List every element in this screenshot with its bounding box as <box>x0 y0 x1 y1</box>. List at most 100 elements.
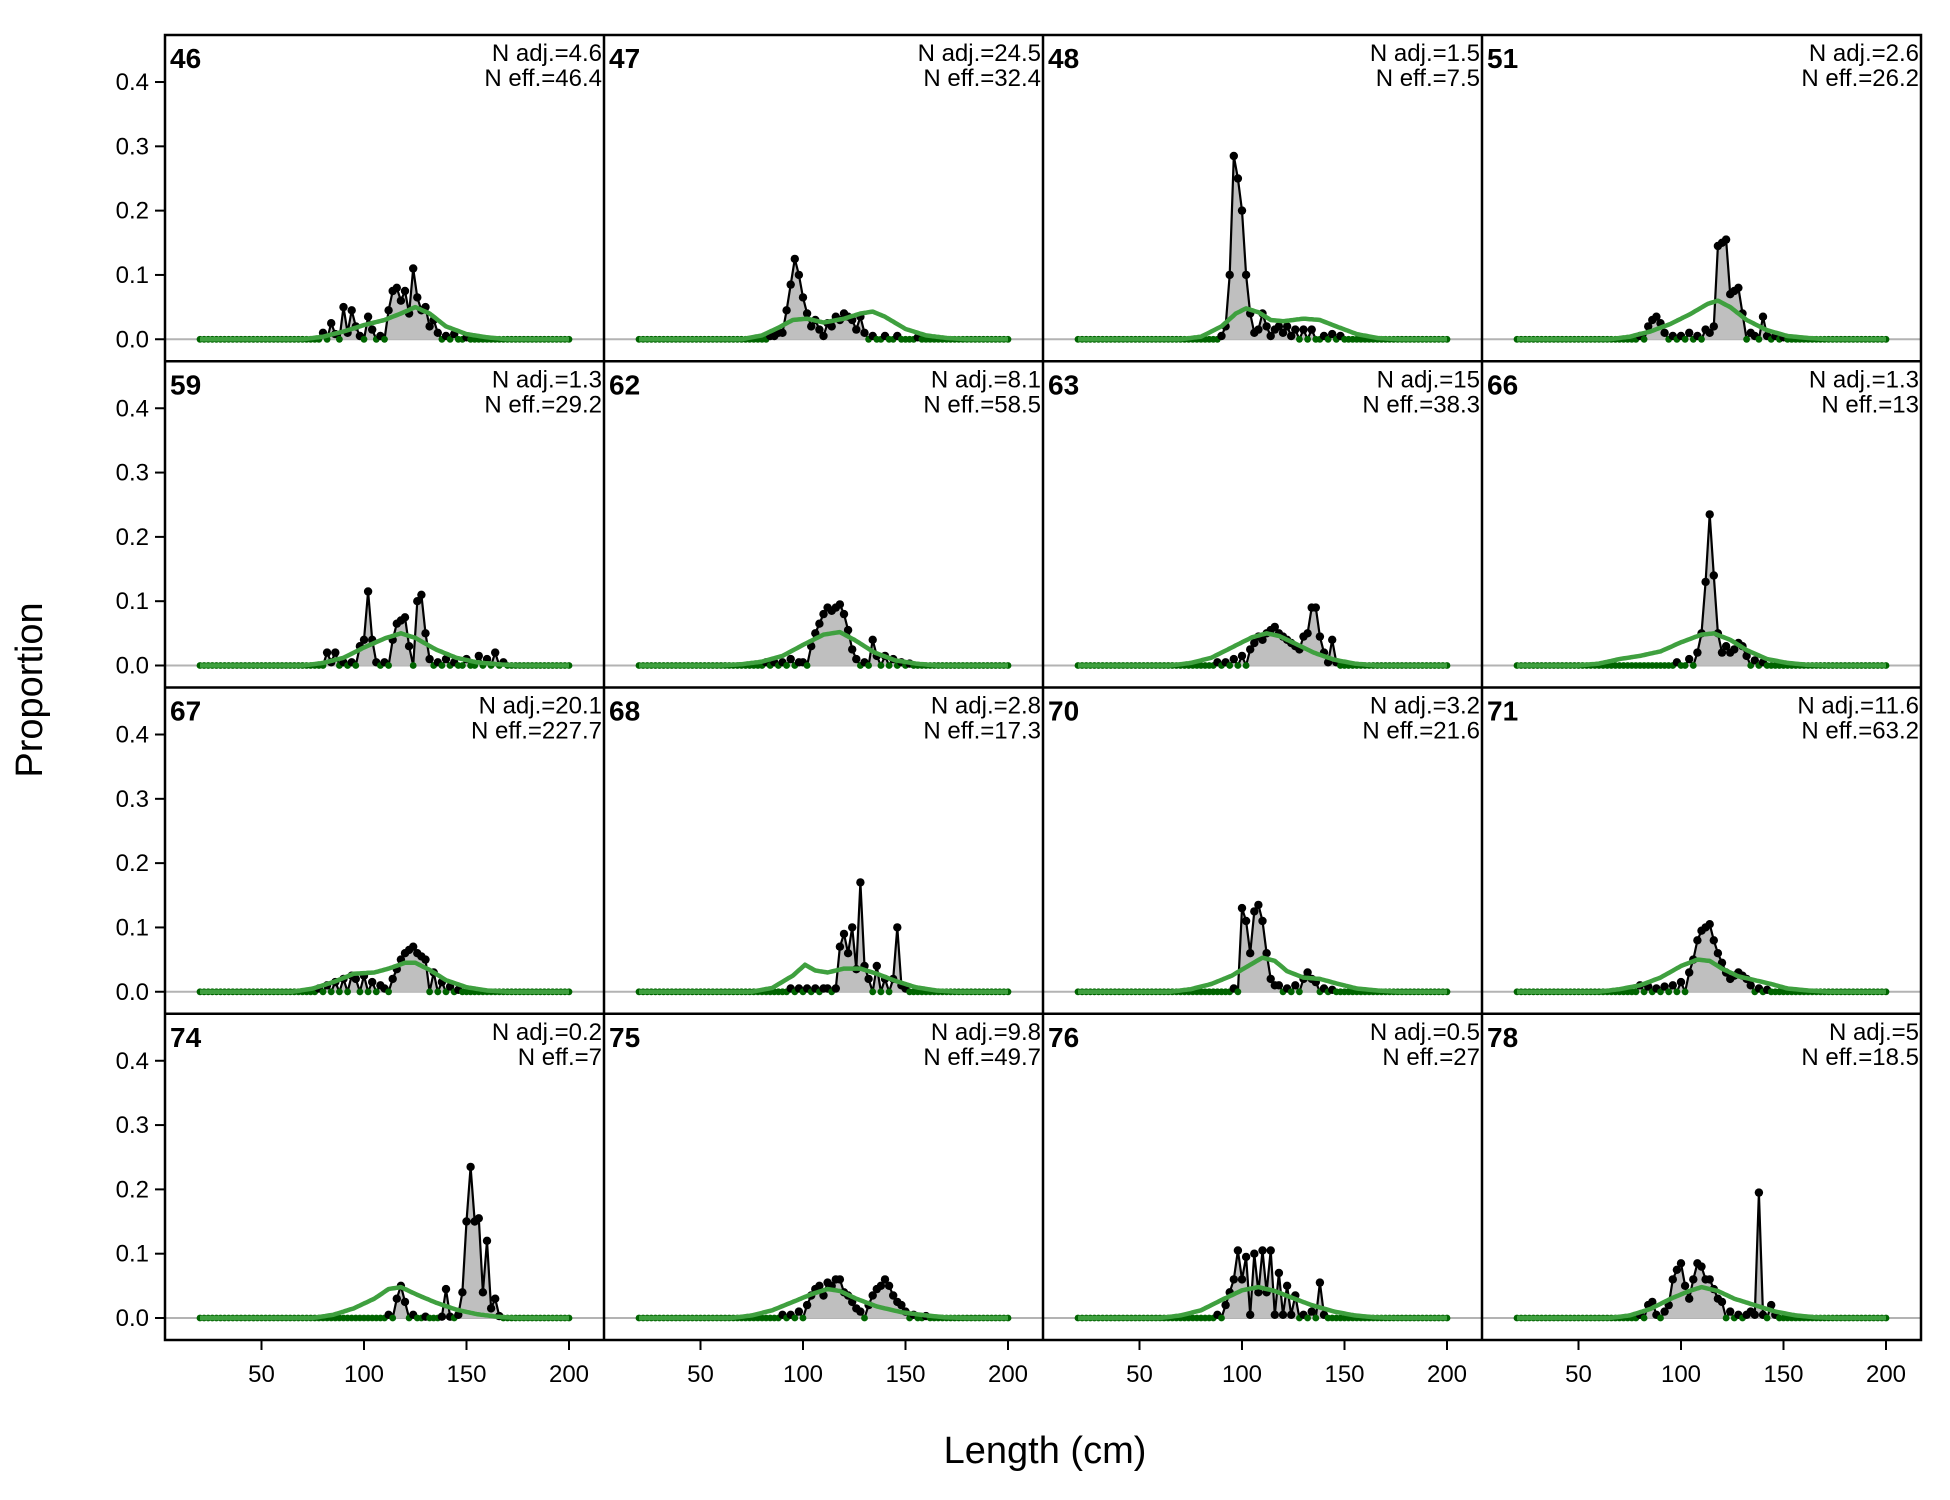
zero-point <box>438 662 446 669</box>
observed-point <box>1734 283 1743 292</box>
panel-label: 71 <box>1487 696 1518 727</box>
panel-46: 46 N adj.=4.6N eff.=46.4 <box>165 40 604 343</box>
panel-78: 78 N adj.=5N eff.=18.5 <box>1482 1019 1921 1322</box>
observed-area <box>639 258 1008 340</box>
observed-point <box>1746 981 1755 990</box>
expected-line <box>1077 955 1448 995</box>
n-eff-label: N eff.=32.4 <box>923 65 1041 92</box>
observed-point <box>491 648 500 657</box>
panel-label: 70 <box>1048 696 1079 727</box>
zero-point <box>1234 662 1242 669</box>
expected-line <box>638 962 1009 995</box>
expected-line <box>1077 1284 1448 1321</box>
observed-point <box>1282 1281 1292 1291</box>
expected-line <box>1516 298 1887 342</box>
zero-point <box>1632 988 1640 996</box>
observed-point <box>1282 322 1292 331</box>
observed-point <box>1726 1307 1735 1316</box>
observed-point <box>1644 322 1653 331</box>
observed-point <box>351 974 360 984</box>
n-adj-label: N adj.=8.1 <box>931 366 1041 393</box>
zero-point <box>1689 662 1697 669</box>
zero-point <box>364 988 372 996</box>
observed-point <box>1742 651 1751 661</box>
observed-point <box>839 609 849 619</box>
zero-point <box>877 662 885 669</box>
observed-point <box>441 654 451 664</box>
zero-point <box>885 662 893 669</box>
observed-point <box>392 283 401 292</box>
n-adj-label: N adj.=4.6 <box>492 40 602 67</box>
zero-point <box>1640 988 1648 996</box>
observed-area <box>200 591 569 666</box>
observed-point <box>1246 645 1255 654</box>
x-tick-label: 100 <box>1661 1361 1701 1388</box>
observed-point <box>786 280 795 289</box>
observed-point <box>368 977 377 987</box>
zero-point <box>1673 988 1681 996</box>
observed-point <box>889 1291 898 1300</box>
n-adj-label: N adj.=1.5 <box>1370 40 1480 67</box>
observed-point <box>1713 949 1723 958</box>
observed-point <box>396 296 406 305</box>
zero-point <box>1681 662 1689 669</box>
zero-point <box>389 1314 397 1322</box>
n-adj-label: N adj.=0.2 <box>492 1019 602 1046</box>
panel-label: 51 <box>1487 43 1518 74</box>
observed-point <box>1241 270 1251 280</box>
observed-point <box>1258 1246 1267 1255</box>
panel-51: 51 N adj.=2.6N eff.=26.2 <box>1482 40 1921 343</box>
observed-point <box>1307 1307 1316 1316</box>
y-tick-label: 0.4 <box>116 1048 149 1075</box>
axes-layer: 0.0 0.1 0.2 0.3 0.4 0.0 0.1 0.2 0.3 0.4 0.0 0.1 0.2 0… <box>116 69 1906 1388</box>
panel-label: 74 <box>170 1022 202 1053</box>
x-tick-label: 200 <box>1866 1361 1906 1388</box>
zero-point <box>372 988 380 996</box>
n-adj-label: N adj.=2.6 <box>1809 40 1919 67</box>
n-adj-label: N adj.=0.5 <box>1370 1019 1480 1046</box>
observed-point <box>486 1304 496 1313</box>
observed-point <box>856 878 865 887</box>
observed-point <box>856 1307 865 1316</box>
zero-point <box>426 988 433 996</box>
observed-point <box>848 645 857 654</box>
x-tick-label: 50 <box>1565 1361 1592 1388</box>
zero-point <box>1234 988 1242 996</box>
zero-point <box>381 335 388 343</box>
n-eff-label: N eff.=58.5 <box>923 391 1041 418</box>
y-tick-label: 0.2 <box>116 198 149 225</box>
y-tick-label: 0.1 <box>116 588 149 615</box>
zero-point <box>356 988 364 996</box>
observed-point <box>807 322 816 331</box>
observed-point <box>331 648 340 657</box>
observed-point <box>1250 1249 1259 1258</box>
observed-point <box>1668 981 1678 990</box>
panel-label: 66 <box>1487 369 1518 400</box>
panel-label: 47 <box>609 43 640 74</box>
observed-point <box>831 984 840 993</box>
observed-point <box>413 597 422 606</box>
y-tick-label: 0.0 <box>116 326 149 353</box>
observed-point <box>1311 603 1321 612</box>
zero-point <box>385 662 392 669</box>
zero-point <box>319 988 327 996</box>
panels-layer: 46 N adj.=4.6N eff.=46.459 N adj.=1.3N eff… <box>165 40 1921 1322</box>
expected-line <box>638 309 1009 342</box>
panel-label: 78 <box>1487 1022 1518 1053</box>
observed-point <box>860 328 869 337</box>
n-adj-label: N adj.=20.1 <box>479 693 602 720</box>
observed-point <box>1274 1268 1284 1278</box>
observed-point <box>1697 1262 1706 1271</box>
zero-point <box>1304 335 1311 343</box>
observed-point <box>864 974 873 984</box>
zero-point <box>1324 335 1332 343</box>
panel-75: 75 N adj.=9.8N eff.=49.7 <box>604 1019 1043 1322</box>
panel-68: 68 N adj.=2.8N eff.=17.3 <box>604 693 1043 996</box>
zero-point <box>1657 988 1664 996</box>
y-tick-label: 0.3 <box>116 133 149 160</box>
observed-point <box>1287 1310 1296 1320</box>
observed-point <box>1221 1300 1230 1310</box>
observed-point <box>1291 325 1300 334</box>
observed-point <box>421 629 430 638</box>
n-adj-label: N adj.=1.3 <box>1809 366 1919 393</box>
